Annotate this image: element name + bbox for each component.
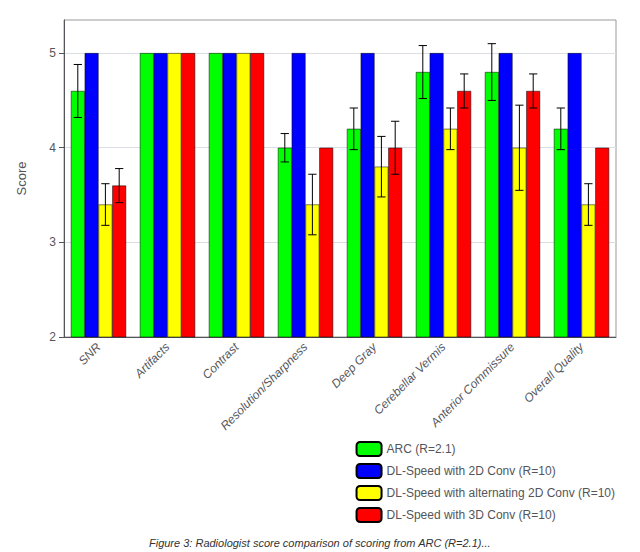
svg-text:DL-Speed with alternating 2D C: DL-Speed with alternating 2D Conv (R=10) xyxy=(387,486,615,500)
svg-text:Figure 3: Radiologist score co: Figure 3: Radiologist score comparison o… xyxy=(149,537,491,549)
svg-text:Artifacts: Artifacts xyxy=(131,340,172,381)
svg-text:Resolution/Sharpness: Resolution/Sharpness xyxy=(218,340,311,433)
svg-text:DL-Speed with 3D Conv (R=10): DL-Speed with 3D Conv (R=10) xyxy=(387,508,556,522)
svg-text:Anterior Commissure: Anterior Commissure xyxy=(427,340,517,430)
svg-text:Deep Gray: Deep Gray xyxy=(329,339,381,391)
svg-text:Overall Quality: Overall Quality xyxy=(521,339,587,405)
svg-text:2: 2 xyxy=(49,330,56,344)
svg-text:Cerebellar Vermis: Cerebellar Vermis xyxy=(371,340,448,417)
svg-text:3: 3 xyxy=(49,235,56,249)
svg-text:4: 4 xyxy=(49,141,56,155)
svg-text:SNR: SNR xyxy=(76,340,104,368)
svg-text:Score: Score xyxy=(14,162,29,196)
svg-text:DL-Speed with 2D Conv (R=10): DL-Speed with 2D Conv (R=10) xyxy=(387,464,556,478)
svg-text:Contrast: Contrast xyxy=(200,340,242,382)
svg-text:ARC (R=2.1): ARC (R=2.1) xyxy=(387,442,456,456)
svg-text:5: 5 xyxy=(49,46,56,60)
